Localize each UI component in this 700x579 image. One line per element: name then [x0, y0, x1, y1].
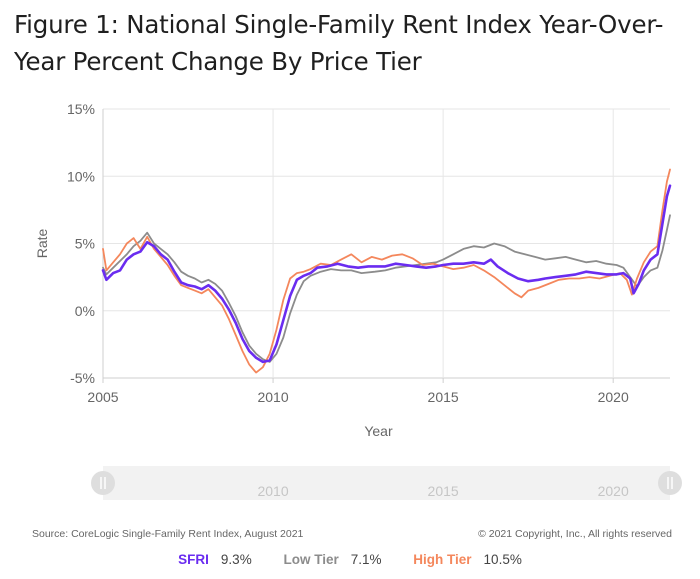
legend-item-low-tier[interactable]: Low Tier 7.1%: [283, 552, 381, 567]
y-tick-label: 10%: [67, 168, 95, 184]
legend-name: SFRI: [178, 552, 209, 567]
x-axis-label: Year: [364, 423, 393, 439]
series-line-low-tier: [102, 214, 671, 363]
navigator-track[interactable]: [103, 466, 670, 500]
navigator-tick-label: 2015: [428, 483, 459, 499]
grid-lines: [102, 108, 670, 379]
y-tick-label: 5%: [75, 236, 95, 252]
series-line-high-tier: [102, 168, 671, 374]
x-axis-ticks: 2005 2010 2015 2020: [87, 378, 629, 405]
legend-item-high-tier[interactable]: High Tier 10.5%: [413, 552, 522, 567]
x-tick-label: 2015: [428, 389, 459, 405]
chart-title: Figure 1: National Single-Family Rent In…: [14, 10, 664, 76]
legend-value: 7.1%: [350, 552, 382, 567]
legend-value: 10.5%: [483, 552, 522, 567]
legend: SFRI 9.3% Low Tier 7.1% High Tier 10.5%: [0, 552, 700, 567]
navigator-tick-label: 2020: [598, 483, 629, 499]
navigator-right-handle[interactable]: [658, 471, 682, 495]
range-navigator[interactable]: 2010 2015 2020: [91, 466, 682, 500]
source-note: Source: CoreLogic Single-Family Rent Ind…: [32, 528, 304, 540]
navigator-tick-label: 2010: [257, 483, 288, 499]
legend-name: Low Tier: [283, 552, 339, 567]
legend-name: High Tier: [413, 552, 472, 567]
y-tick-label: -5%: [70, 370, 95, 386]
handle-knob[interactable]: [91, 471, 115, 495]
x-tick-label: 2010: [257, 389, 288, 405]
series-lines: [101, 168, 672, 374]
y-axis-ticks: -5% 0% 5% 10% 15%: [67, 101, 95, 386]
legend-item-sfri[interactable]: SFRI 9.3%: [178, 552, 252, 567]
handle-knob[interactable]: [658, 471, 682, 495]
x-tick-label: 2020: [598, 389, 629, 405]
y-tick-label: 0%: [75, 303, 95, 319]
series-line-sfri: [101, 184, 672, 364]
copyright-note: © 2021 Copyright, Inc., All rights reser…: [478, 528, 672, 540]
y-axis-label: Rate: [34, 229, 50, 259]
legend-value: 9.3%: [220, 552, 252, 567]
y-tick-label: 15%: [67, 101, 95, 117]
x-tick-label: 2005: [87, 389, 118, 405]
navigator-left-handle[interactable]: [91, 471, 115, 495]
